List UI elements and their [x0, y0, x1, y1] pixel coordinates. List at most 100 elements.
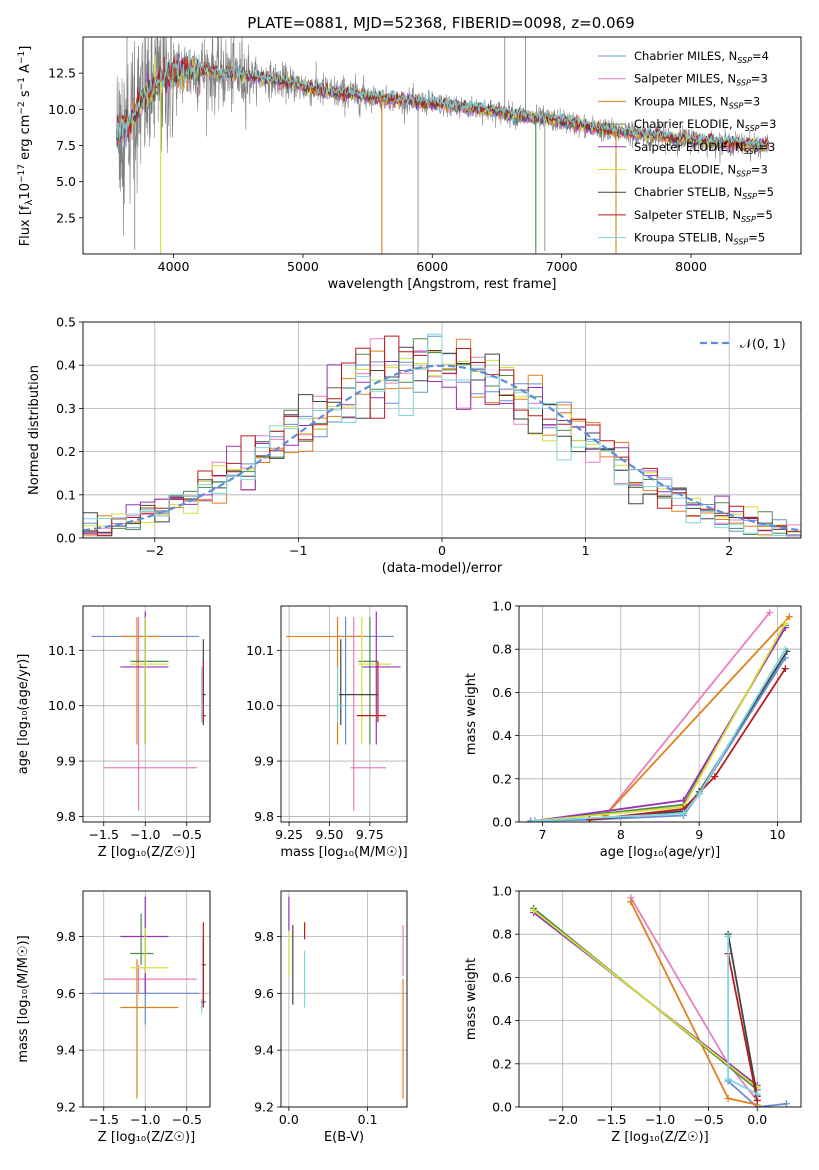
y-axis-label-part: −2 [17, 101, 27, 114]
y-tick-label: 0.4 [56, 358, 76, 373]
mass-vs-metallicity-panel: −1.5 −1.0 −0.5 9.2 9.4 9.6 9.8 Z [log₁₀(Z/Z☉)] m… [16, 890, 211, 1145]
legend-subscript: SSP [745, 124, 760, 133]
data-point-marker [724, 1094, 732, 1102]
series-line [604, 611, 771, 817]
x-tick-label: 8000 [675, 259, 707, 274]
data-point-marker [724, 1075, 732, 1083]
plot-area [91, 611, 206, 811]
legend-n-equals: = [743, 94, 753, 108]
x-tick-label: 10 [770, 827, 786, 842]
data-point-marker [680, 796, 687, 804]
data-point-marker [695, 790, 703, 798]
series-line [727, 934, 759, 1097]
x-tick-label: 9.50 [316, 827, 344, 842]
y-tick-label: 9.4 [254, 1043, 274, 1058]
data-point-marker [627, 898, 635, 906]
mass-weight-vs-age-panel: 7 8 9 10 0.0 0.2 0.4 0.6 0.8 1.0 age [log₁₀(age/yr… [464, 599, 802, 860]
y-tick-label: 0.0 [492, 815, 512, 830]
legend-n-equals: = [757, 185, 767, 199]
x-tick-label: 0.0 [279, 1112, 299, 1127]
legend-series-name: Kroupa ELODIE [634, 163, 720, 177]
x-axis-label: mass [log₁₀(M/M☉)] [280, 845, 407, 860]
x-tick-label: 8 [617, 827, 625, 842]
legend-series-name: Salpeter ELODIE [634, 140, 728, 154]
y-tick-label: 9.9 [254, 754, 274, 769]
x-tick-label: −0.5 [172, 1112, 202, 1127]
y-tick-label: 9.4 [56, 1043, 76, 1058]
data-point-marker [711, 773, 719, 781]
legend-subscript: SSP [729, 101, 744, 110]
legend-n-prefix: , N [718, 231, 734, 245]
y-tick-label: 0.3 [56, 401, 76, 416]
legend-label: Chabrier MILES, NSSP=4 [634, 49, 769, 65]
y-tick-label: 10.1 [246, 643, 274, 658]
gaussian-reference-line [83, 364, 801, 532]
y-axis-label: mass [log₁₀(M/M☉)] [16, 935, 31, 1062]
axes-frame [82, 890, 211, 1108]
mass-weight-vs-metallicity-panel: −2.0 −1.5 −1.0 −0.5 0.0 0.0 0.2 0.4 0.6 0.8 1.0 Z [… [464, 884, 802, 1145]
series-line [604, 616, 790, 817]
y-tick-label: 0.6 [492, 685, 512, 700]
x-tick-label: 0 [438, 543, 446, 558]
plot-area [530, 893, 790, 1107]
legend-n-prefix: , N [725, 208, 741, 222]
x-axis-label: age [log₁₀(age/yr)] [600, 845, 721, 860]
legend-n-prefix: , N [721, 49, 737, 63]
x-tick-label: −1.5 [89, 827, 119, 842]
y-tick-label: 0.8 [492, 642, 512, 657]
axes-frame [518, 605, 802, 823]
model-spectrum-line [116, 49, 769, 149]
x-tick-label: 9.25 [275, 827, 303, 842]
axes-frame [82, 605, 211, 823]
x-tick-label: 5000 [287, 259, 319, 274]
series-line [533, 909, 758, 1089]
axes-frame [280, 605, 408, 823]
x-axis-label: (data-model)/error [382, 561, 503, 576]
axes-frame [518, 890, 802, 1108]
legend-series-name: Chabrier ELODIE [634, 117, 729, 131]
y-tick-label: 10.0 [48, 698, 76, 713]
y-tick-label: 1.0 [492, 884, 512, 899]
legend-series-name: Salpeter MILES [634, 72, 720, 86]
y-axis-label-part: A [18, 64, 33, 77]
legend-n-value: 3 [753, 94, 760, 108]
y-tick-label: 9.8 [254, 809, 274, 824]
y-axis-label-part: ] [18, 46, 33, 51]
axes-frame [280, 890, 408, 1108]
y-tick-label: 7.5 [56, 138, 76, 153]
legend-n-value: 3 [768, 140, 775, 154]
legend-series-name: Kroupa STELIB [634, 231, 718, 245]
x-tick-label: −0.5 [693, 1112, 723, 1127]
x-axis-label: wavelength [Angstrom, rest frame] [328, 277, 557, 292]
y-tick-label: 0.6 [492, 970, 512, 985]
residual-histogram-panel: −2 −1 0 1 2 0.0 0.1 0.2 0.3 0.4 0.5 (data-model)/er… [27, 315, 802, 576]
x-tick-label: −1.0 [130, 827, 160, 842]
legend-subscript: SSP [742, 192, 757, 201]
y-axis-label: Flux [fλ10−17 erg cm−2 s−1 A−1] [17, 46, 35, 247]
legend-n-value: 3 [760, 163, 767, 177]
y-tick-label: 10.0 [48, 102, 76, 117]
x-tick-label: −1 [289, 543, 307, 558]
legend-label: Salpeter MILES, NSSP=3 [634, 72, 768, 88]
data-point-marker [753, 1097, 761, 1105]
x-tick-label: 9.75 [356, 827, 384, 842]
y-tick-label: 5.0 [56, 174, 76, 189]
y-tick-label: 9.8 [254, 929, 274, 944]
y-tick-label: 12.5 [48, 66, 76, 81]
legend-label: Salpeter ELODIE, NSSP=3 [634, 140, 775, 156]
series-line [534, 648, 787, 822]
legend-n-value: 5 [767, 185, 774, 199]
y-tick-label: 0.0 [56, 531, 76, 546]
data-point-marker [680, 809, 687, 817]
plot-area [527, 608, 793, 822]
x-tick-label: 0.1 [358, 1112, 378, 1127]
x-tick-label: −2 [146, 543, 164, 558]
y-axis-label-part: s [18, 90, 33, 101]
x-tick-label: −1.0 [645, 1112, 675, 1127]
x-tick-label: 9 [695, 827, 703, 842]
y-tick-label: 9.9 [56, 754, 76, 769]
y-tick-label: 0.2 [492, 1056, 512, 1071]
y-axis-label: age [log₁₀(age/yr)] [16, 654, 31, 775]
legend-n-value: 3 [769, 117, 776, 131]
